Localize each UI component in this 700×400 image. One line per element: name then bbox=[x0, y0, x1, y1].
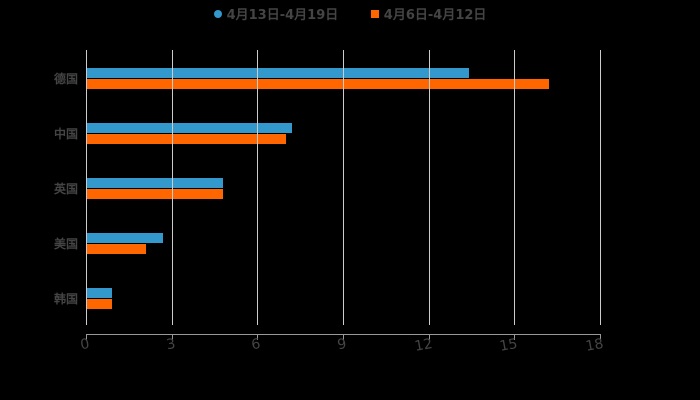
bar bbox=[86, 232, 163, 243]
category-label: 美国 bbox=[53, 236, 78, 251]
bar bbox=[86, 287, 112, 298]
bar bbox=[86, 67, 469, 78]
square-marker-icon bbox=[370, 9, 379, 18]
category-label: 德国 bbox=[53, 71, 78, 86]
x-axis-line bbox=[86, 334, 601, 335]
tick-mark bbox=[429, 334, 430, 340]
tick-mark bbox=[257, 334, 258, 340]
gridline bbox=[600, 50, 601, 325]
bar bbox=[86, 298, 112, 309]
gridline bbox=[257, 50, 258, 325]
circle-marker-icon bbox=[213, 9, 222, 18]
tick-mark bbox=[514, 334, 515, 340]
bar bbox=[86, 78, 549, 89]
x-tick-label: 6 bbox=[250, 336, 262, 354]
legend: 4月13日-4月19日 4月6日-4月12日 bbox=[0, 4, 700, 23]
x-tick-label: 15 bbox=[498, 336, 519, 355]
category-label: 中国 bbox=[53, 126, 78, 141]
gridline bbox=[172, 50, 173, 325]
x-tick-label: 9 bbox=[336, 336, 348, 354]
bar bbox=[86, 188, 223, 199]
bar bbox=[86, 243, 146, 254]
gridline bbox=[343, 50, 344, 325]
category-label: 英国 bbox=[53, 181, 78, 196]
x-tick-label: 0 bbox=[79, 336, 91, 354]
category-label: 韩国 bbox=[53, 291, 78, 306]
legend-label: 4月6日-4月12日 bbox=[383, 8, 487, 23]
legend-item-series-1[interactable]: 4月13日-4月19日 bbox=[213, 4, 339, 23]
tick-mark bbox=[600, 334, 601, 340]
gridline bbox=[429, 50, 430, 325]
bar bbox=[86, 177, 223, 188]
tick-mark bbox=[86, 334, 87, 340]
bar bbox=[86, 122, 292, 133]
x-tick-label: 3 bbox=[165, 336, 177, 354]
gridline bbox=[514, 50, 515, 325]
gridline bbox=[86, 50, 87, 325]
bar bbox=[86, 133, 286, 144]
tick-mark bbox=[172, 334, 173, 340]
legend-label: 4月13日-4月19日 bbox=[226, 8, 339, 23]
legend-item-series-2[interactable]: 4月6日-4月12日 bbox=[370, 4, 487, 23]
x-tick-label: 12 bbox=[413, 336, 434, 355]
x-tick-label: 18 bbox=[584, 336, 605, 355]
tick-mark bbox=[343, 334, 344, 340]
